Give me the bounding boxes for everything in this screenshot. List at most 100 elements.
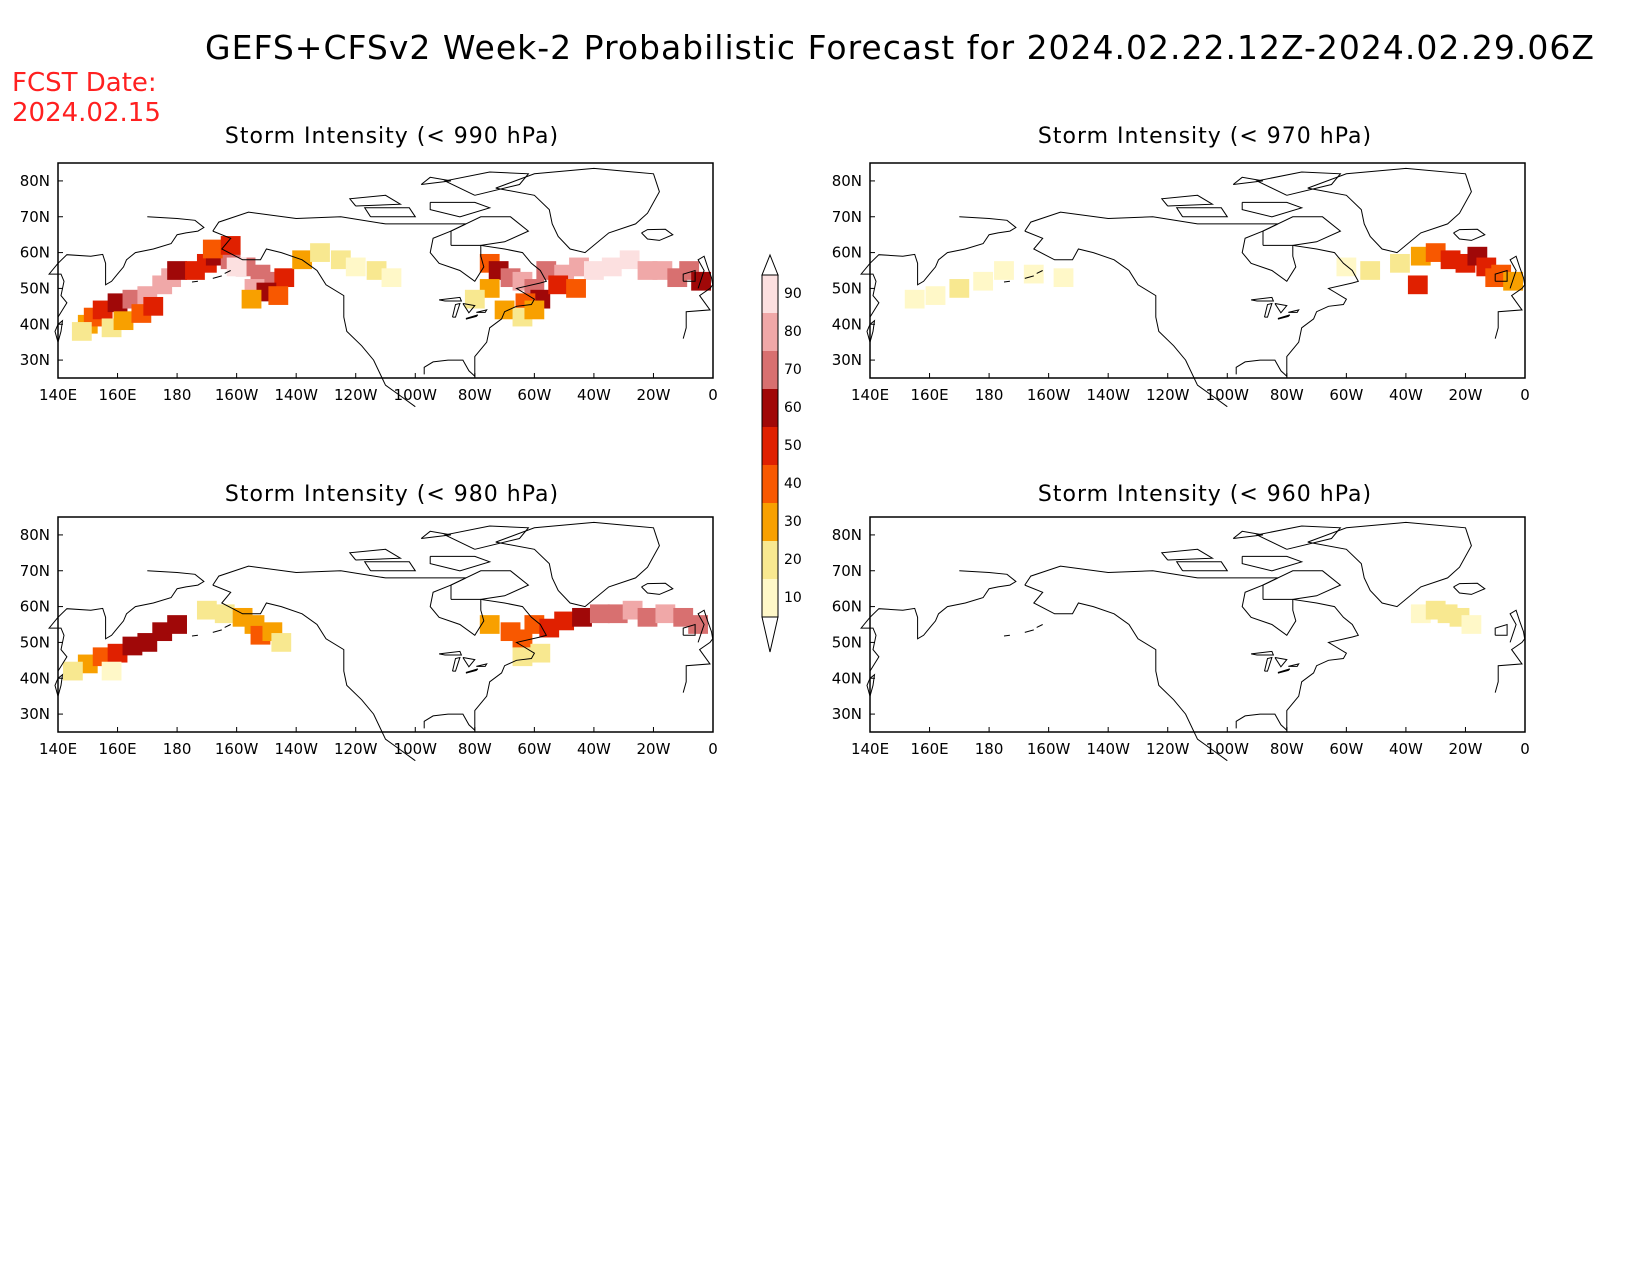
probability-cell (524, 300, 545, 320)
probability-cell (226, 257, 247, 277)
probability-cell (345, 257, 366, 277)
coastline (1024, 275, 1034, 279)
probability-cell (637, 261, 658, 280)
map-frame (57, 516, 714, 733)
probability-cell (101, 661, 122, 681)
coastline (476, 309, 488, 313)
coastline (1036, 624, 1043, 628)
coastline (1175, 561, 1229, 572)
map-frame (869, 162, 1526, 379)
coastline (1003, 280, 1010, 283)
probability-cell (137, 633, 158, 652)
lat-tick-label: 60N (20, 244, 50, 262)
coastline (1160, 548, 1215, 561)
colorbar-label: 10 (784, 590, 802, 606)
coastline (452, 656, 461, 672)
coastline (1288, 663, 1300, 667)
coastline (224, 624, 231, 628)
lon-tick-label: 100W (394, 740, 438, 758)
probability-cell (479, 279, 500, 298)
lat-tick-label: 30N (20, 705, 50, 723)
coastline (1255, 525, 1342, 550)
lon-tick-label: 160E (98, 386, 136, 404)
lat-tick-label: 60N (832, 244, 862, 262)
panel-title-960: Storm Intensity (< 960 hPa) (1037, 482, 1373, 507)
probability-cell (688, 615, 709, 634)
coastline (1277, 314, 1291, 320)
panel-title-990: Storm Intensity (< 990 hPa) (224, 124, 560, 149)
coastline (476, 663, 488, 667)
probability-cell (494, 300, 515, 320)
coastline (1024, 584, 1228, 762)
forecast-date-label: FCST Date: (12, 68, 157, 98)
main-title: GEFS+CFSv2 Week-2 Probabilistic Forecast… (205, 28, 1595, 67)
coastline (1003, 634, 1010, 637)
coastline (1509, 255, 1526, 289)
map-panel-980: 140E 160E 180 160W 140W 120W 100W 80W 60W 40W 20W 0… (20, 516, 718, 762)
coastline (348, 548, 403, 561)
coastline (420, 176, 452, 185)
colorbar-label: 20 (784, 552, 802, 568)
coastline (1509, 609, 1526, 643)
coastline (1024, 211, 1360, 378)
panel-title-980: Storm Intensity (< 980 hPa) (224, 482, 560, 507)
lon-tick-label: 180 (975, 740, 1004, 758)
probability-cell (214, 604, 235, 624)
probability-cell (673, 607, 694, 627)
probability-cell (310, 243, 330, 262)
probability-cell (566, 279, 586, 298)
coastline (429, 555, 492, 572)
coastline (1232, 530, 1264, 539)
probability-cell (655, 604, 676, 624)
lon-tick-label: 140E (851, 386, 889, 404)
coastline (191, 280, 198, 283)
colorbar-label: 90 (784, 286, 802, 302)
coastline (1024, 565, 1360, 732)
probability-cell (196, 600, 217, 620)
coastline (495, 167, 660, 254)
coastline (1175, 207, 1229, 218)
coastline (697, 609, 714, 643)
map-panel-960: 140E 160E 180 160W 140W 120W 100W 80W 60W 40W 20W 0… (832, 516, 1530, 762)
lat-tick-label: 80N (832, 526, 862, 544)
probability-cell (1425, 243, 1446, 262)
coastline (1232, 176, 1264, 185)
coastline (212, 275, 222, 279)
probability-cell (71, 322, 92, 341)
coastline (452, 302, 461, 318)
coastline (1251, 296, 1275, 302)
probability-cell (479, 615, 500, 634)
lat-tick-label: 50N (832, 633, 862, 651)
coastline (443, 525, 530, 550)
probability-cell (62, 661, 83, 681)
lon-tick-label: 140W (1086, 386, 1130, 404)
coastline (860, 570, 1017, 672)
lon-tick-label: 140W (274, 386, 318, 404)
lat-tick-label: 30N (832, 351, 862, 369)
lon-tick-label: 40W (1389, 386, 1423, 404)
lon-tick-label: 0 (1520, 386, 1530, 404)
colorbar-segment (762, 541, 778, 579)
probability-cell (1440, 250, 1461, 270)
coastline (48, 216, 205, 318)
probability-cell (274, 268, 295, 288)
shading (71, 236, 711, 341)
lon-tick-label: 80W (1270, 386, 1304, 404)
probability-cell (536, 261, 557, 280)
coastline (682, 284, 714, 339)
lon-tick-label: 160E (98, 740, 136, 758)
colorbar-top-arrow (761, 253, 779, 276)
probability-cell (548, 275, 569, 295)
probability-cell (1461, 615, 1482, 634)
coastline (1307, 167, 1472, 254)
probability-cell (691, 271, 711, 291)
probability-cell (1407, 275, 1428, 295)
probability-cell (366, 261, 387, 280)
lon-tick-label: 40W (577, 386, 611, 404)
coastline (48, 570, 205, 672)
lat-tick-label: 50N (20, 279, 50, 297)
coastline (1241, 201, 1304, 218)
lon-tick-label: 0 (708, 386, 718, 404)
lon-tick-label: 100W (1206, 386, 1250, 404)
coastline (697, 255, 714, 289)
